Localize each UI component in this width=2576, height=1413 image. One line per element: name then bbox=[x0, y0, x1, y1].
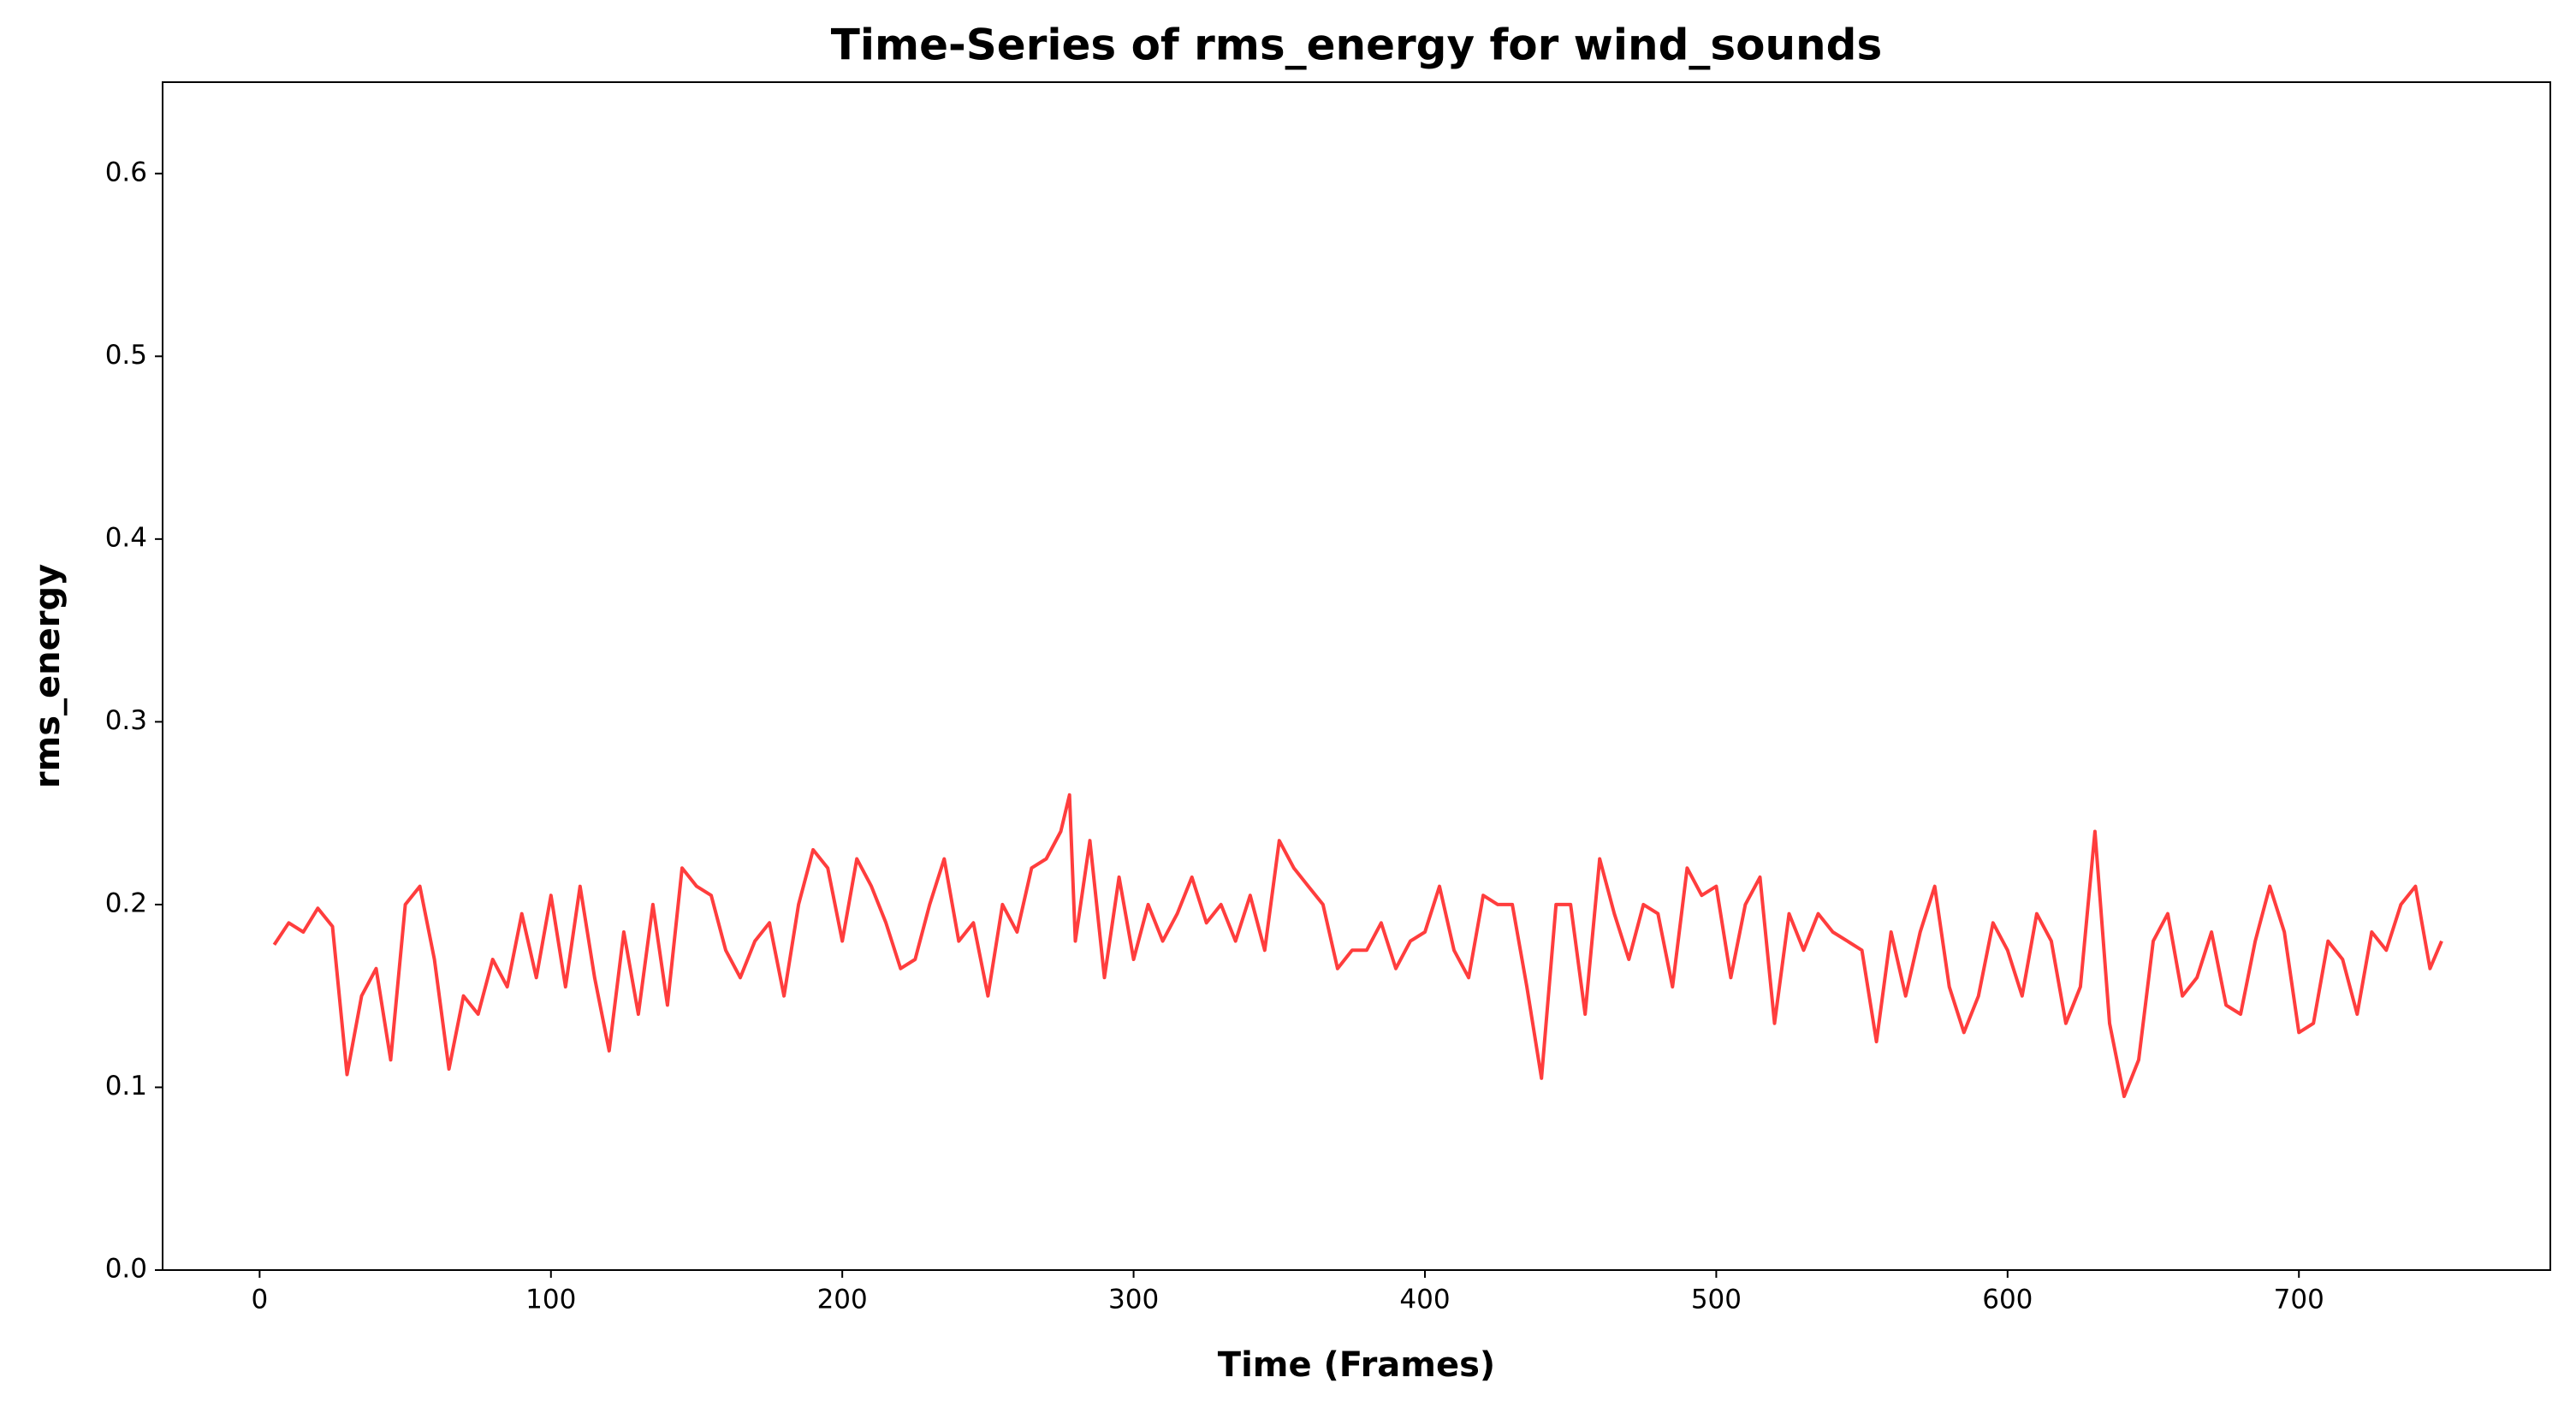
x-tick-label: 700 bbox=[2274, 1285, 2324, 1315]
data-line bbox=[272, 793, 2443, 1099]
x-tick-label: 400 bbox=[1399, 1285, 1450, 1315]
x-tick-label: 100 bbox=[525, 1285, 576, 1315]
y-axis-label: rms_energy bbox=[28, 564, 68, 788]
y-tick-label: 0.5 bbox=[105, 340, 147, 371]
x-tick-label: 200 bbox=[817, 1285, 868, 1315]
x-axis-label: Time (Frames) bbox=[1218, 1345, 1495, 1385]
x-tick-label: 500 bbox=[1691, 1285, 1742, 1315]
y-tick-label: 0.0 bbox=[105, 1254, 147, 1285]
y-tick-label: 0.6 bbox=[105, 157, 147, 187]
x-tick-label: 300 bbox=[1108, 1285, 1159, 1315]
plot-frame bbox=[162, 81, 2551, 1271]
chart-title: Time-Series of rms_energy for wind_sound… bbox=[831, 21, 1882, 70]
y-tick-label: 0.3 bbox=[105, 705, 147, 736]
y-tick-label: 0.2 bbox=[105, 888, 147, 918]
y-tick-label: 0.1 bbox=[105, 1071, 147, 1101]
y-tick-label: 0.4 bbox=[105, 522, 147, 553]
x-tick-label: 600 bbox=[1982, 1285, 2033, 1315]
x-tick-label: 0 bbox=[251, 1285, 268, 1315]
